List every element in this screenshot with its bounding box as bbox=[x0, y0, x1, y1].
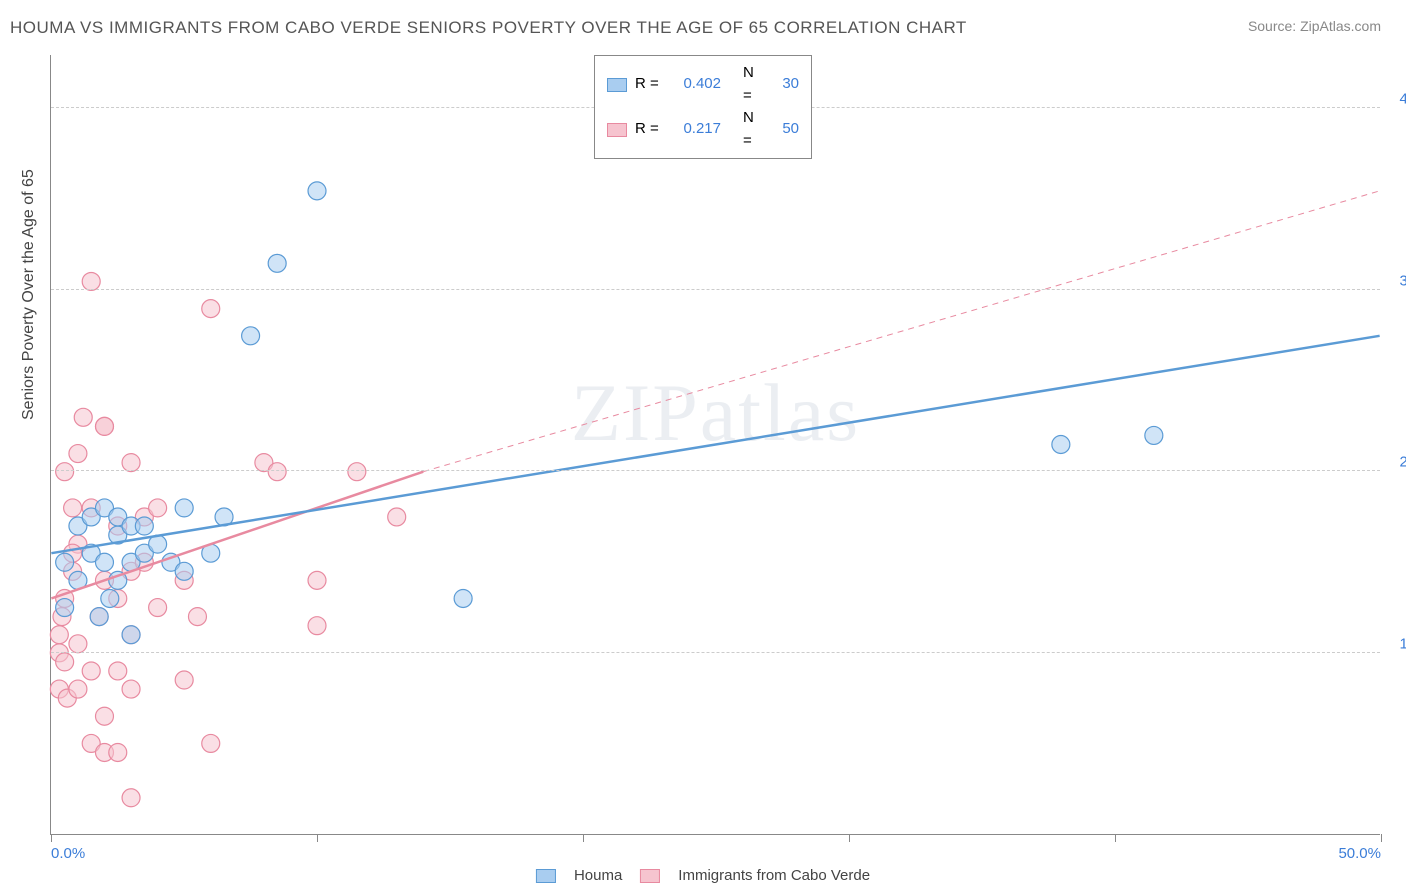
legend-row-houma: R = 0.402 N = 30 bbox=[607, 62, 799, 107]
point-cabo bbox=[268, 463, 286, 481]
n-value-houma: 30 bbox=[771, 73, 799, 96]
gridline bbox=[51, 470, 1380, 471]
point-cabo bbox=[122, 680, 140, 698]
gridline bbox=[51, 652, 1380, 653]
point-cabo bbox=[202, 734, 220, 752]
point-cabo bbox=[388, 508, 406, 526]
source-name: ZipAtlas.com bbox=[1300, 18, 1381, 34]
y-tick-label: 20.0% bbox=[1399, 454, 1406, 471]
point-houma bbox=[1145, 426, 1163, 444]
correlation-legend: R = 0.402 N = 30 R = 0.217 N = 50 bbox=[594, 55, 812, 159]
x-tick-mark bbox=[1381, 834, 1382, 842]
point-cabo bbox=[69, 635, 87, 653]
swatch-houma-bottom bbox=[536, 869, 556, 883]
point-cabo bbox=[69, 680, 87, 698]
r-value-houma: 0.402 bbox=[671, 73, 721, 96]
x-tick-mark bbox=[317, 834, 318, 842]
point-houma bbox=[56, 553, 74, 571]
n-label: N = bbox=[729, 62, 763, 107]
trend-line bbox=[51, 472, 423, 599]
point-cabo bbox=[348, 463, 366, 481]
point-cabo bbox=[50, 626, 68, 644]
point-cabo bbox=[56, 653, 74, 671]
point-cabo bbox=[202, 300, 220, 318]
point-cabo bbox=[149, 599, 167, 617]
trend-line bbox=[51, 336, 1379, 553]
swatch-houma bbox=[607, 78, 627, 92]
chart-title: HOUMA VS IMMIGRANTS FROM CABO VERDE SENI… bbox=[10, 18, 967, 38]
point-cabo bbox=[82, 662, 100, 680]
point-houma bbox=[454, 589, 472, 607]
point-houma bbox=[90, 608, 108, 626]
x-tick-mark bbox=[51, 834, 52, 842]
point-houma bbox=[135, 517, 153, 535]
point-cabo bbox=[95, 417, 113, 435]
point-cabo bbox=[64, 499, 82, 517]
point-cabo bbox=[122, 454, 140, 472]
point-cabo bbox=[109, 743, 127, 761]
y-tick-label: 10.0% bbox=[1399, 635, 1406, 652]
x-tick-mark bbox=[583, 834, 584, 842]
r-label: R = bbox=[635, 118, 663, 141]
y-axis-label: Seniors Poverty Over the Age of 65 bbox=[20, 169, 38, 420]
x-tick-label: 0.0% bbox=[51, 845, 85, 862]
legend-label-cabo: Immigrants from Cabo Verde bbox=[678, 867, 870, 884]
point-cabo bbox=[149, 499, 167, 517]
point-houma bbox=[56, 599, 74, 617]
point-cabo bbox=[188, 608, 206, 626]
point-cabo bbox=[175, 671, 193, 689]
point-houma bbox=[95, 553, 113, 571]
point-cabo bbox=[56, 463, 74, 481]
n-label: N = bbox=[729, 107, 763, 152]
chart-plot-area: ZIPatlas 10.0%20.0%30.0%40.0%0.0%50.0% bbox=[50, 55, 1380, 835]
swatch-cabo-bottom bbox=[640, 869, 660, 883]
x-tick-mark bbox=[849, 834, 850, 842]
point-cabo bbox=[122, 789, 140, 807]
point-cabo bbox=[95, 707, 113, 725]
point-cabo bbox=[74, 408, 92, 426]
point-cabo bbox=[308, 617, 326, 635]
swatch-cabo bbox=[607, 123, 627, 137]
y-tick-label: 40.0% bbox=[1399, 91, 1406, 108]
r-value-cabo: 0.217 bbox=[671, 118, 721, 141]
y-tick-label: 30.0% bbox=[1399, 272, 1406, 289]
point-cabo bbox=[109, 662, 127, 680]
series-legend: Houma Immigrants from Cabo Verde bbox=[536, 867, 870, 884]
point-houma bbox=[122, 626, 140, 644]
point-houma bbox=[101, 589, 119, 607]
gridline bbox=[51, 289, 1380, 290]
point-houma bbox=[268, 254, 286, 272]
n-value-cabo: 50 bbox=[771, 118, 799, 141]
trend-line bbox=[423, 191, 1379, 472]
point-houma bbox=[1052, 436, 1070, 454]
point-houma bbox=[308, 182, 326, 200]
point-houma bbox=[242, 327, 260, 345]
source-attribution: Source: ZipAtlas.com bbox=[1248, 18, 1381, 34]
legend-label-houma: Houma bbox=[574, 867, 622, 884]
legend-row-cabo: R = 0.217 N = 50 bbox=[607, 107, 799, 152]
source-prefix: Source: bbox=[1248, 18, 1300, 34]
point-houma bbox=[175, 562, 193, 580]
point-cabo bbox=[308, 571, 326, 589]
r-label: R = bbox=[635, 73, 663, 96]
point-houma bbox=[175, 499, 193, 517]
point-cabo bbox=[82, 272, 100, 290]
x-tick-mark bbox=[1115, 834, 1116, 842]
x-tick-label: 50.0% bbox=[1338, 845, 1381, 862]
plot-svg bbox=[51, 55, 1380, 834]
point-cabo bbox=[69, 445, 87, 463]
